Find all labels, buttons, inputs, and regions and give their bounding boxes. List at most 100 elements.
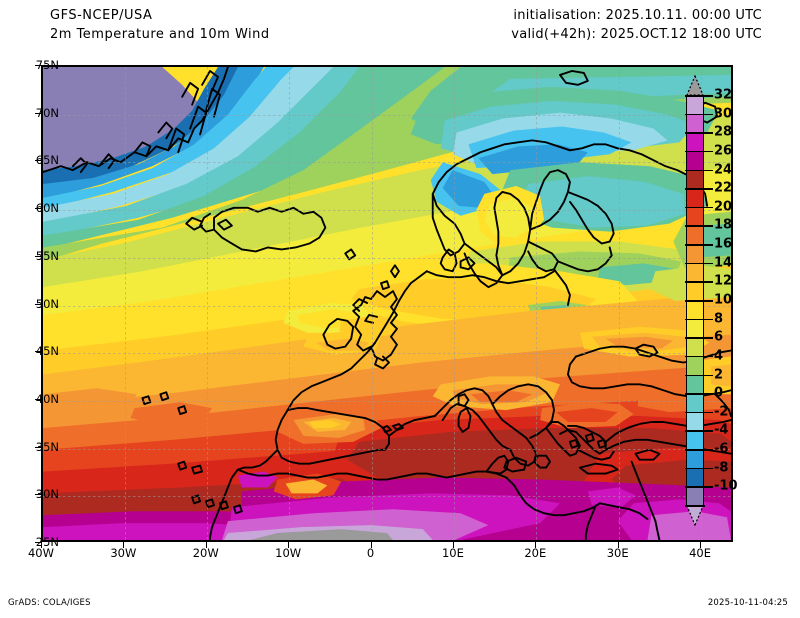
initialisation-time: initialisation: 2025.10.11. 00:00 UTC [513,8,762,23]
lon-tick-30W [123,542,125,548]
lon-label-0: 0 [366,546,375,560]
colorbar-label-28: 28 [714,124,733,140]
render-timestamp: 2025-10-11-04:25 [707,598,788,608]
gridline-lon--30 [125,67,126,540]
colorbar-label-30: 30 [714,106,733,122]
colorbar-segment-20 [687,206,703,226]
lon-label-20E: 20E [524,546,547,560]
lat-tick-65N [35,160,41,162]
colorbar-segment--2 [687,411,703,431]
colorbar-tickline-4 [704,355,713,358]
lon-tick-10E [452,542,454,548]
colorbar-separator-20 [685,206,705,209]
gridline-lat-35 [43,449,731,450]
colorbar-label-24: 24 [714,162,733,178]
map-plot-area[interactable] [41,65,733,542]
header-left-block: GFS-NCEP/USA 2m Temperature and 10m Wind [50,6,270,44]
lon-label-20W: 20W [192,546,219,560]
colorbar-tickline-10 [704,300,713,302]
lat-label-60N: 60N [35,201,59,216]
lat-label-35N: 35N [35,439,59,454]
colorbar-segment--4 [687,430,703,450]
colorbar-separator-bottom [685,505,705,507]
colorbar-tickline-14 [704,262,713,265]
colorbar-tickline-22 [704,188,713,190]
colorbar-label--6: -6 [714,441,729,457]
gridline-lon-30 [619,67,620,540]
colorbar-label-12: 12 [714,273,733,289]
gridline-lat-70 [43,115,731,116]
lon-tick-40E [700,542,702,548]
colorbar-separator-0 [685,393,705,395]
lat-tick-45N [35,351,41,353]
colorbar-label--4: -4 [714,422,729,438]
lon-tick-20W [205,542,207,548]
lat-tick-25N [35,542,41,543]
lat-tick-70N [35,112,41,114]
colorbar-separator-28 [685,132,705,134]
colorbar-segment-2 [687,374,703,394]
colorbar-label-8: 8 [714,311,724,327]
lon-label-40W: 40W [27,546,55,560]
colorbar-tickline-28 [704,132,713,134]
colorbar-separator-30 [685,113,705,116]
colorbar-segment-28 [687,132,703,151]
temperature-colorbar: 32 30 28 26 24 22 20 18 16 14 12 10 8 6 4 2 0 -2 -4 -6 -8 -10 [685,75,738,526]
colorbar-segment-4 [687,355,703,375]
colorbar-separator-26 [685,150,705,153]
colorbar-tickline--8 [704,467,713,470]
lon-tick-40W [41,542,42,548]
lon-label-40E: 40E [689,546,711,560]
gridline-lat-40 [43,401,731,402]
colorbar-tickline-12 [704,281,713,283]
colorbar-segment-16 [687,244,703,263]
lat-tick-55N [35,255,41,257]
colorbar-separator--4 [685,430,705,432]
colorbar-segment-0 [687,393,703,412]
colorbar-separator--8 [685,467,705,470]
gridline-lat-30 [43,496,731,497]
colorbar-tickline-8 [704,318,713,321]
colorbar-label-2: 2 [714,367,724,383]
colorbar-separator-22 [685,188,705,190]
temperature-field-map [43,67,731,540]
colorbar-tickline-0 [704,393,713,395]
gridline-lat-60 [43,210,731,211]
colorbar-top-arrow [686,75,704,96]
lat-tick-30N [35,494,41,496]
lat-tick-40N [35,398,41,400]
colorbar-separator-10 [685,300,705,302]
colorbar-separator-16 [685,244,705,246]
colorbar-separator--6 [685,449,705,451]
colorbar-separator-6 [685,337,705,339]
lat-label-50N: 50N [35,296,59,311]
colorbar-segment-18 [687,225,703,245]
colorbar-label-22: 22 [714,180,733,196]
colorbar-segment--10 [687,486,703,505]
colorbar-segment-14 [687,262,703,282]
colorbar-tickline-24 [704,169,713,172]
lat-label-40N: 40N [35,391,59,406]
colorbar-separator-12 [685,281,705,283]
gridline-lon--10 [289,67,290,540]
colorbar-segment--6 [687,449,703,468]
lat-label-45N: 45N [35,344,59,359]
lon-label-30W: 30W [110,546,137,560]
colorbar-label--2: -2 [714,404,729,420]
lat-tick-75N [35,65,41,66]
colorbar-label-14: 14 [714,255,733,271]
gridline-lon-10 [454,67,455,540]
colorbar-label-20: 20 [714,199,733,215]
lon-label-30E: 30E [606,546,629,560]
colorbar-separator-8 [685,318,705,321]
colorbar-tickline--10 [704,486,713,488]
lat-tick-60N [35,208,41,210]
colorbar-segment-6 [687,337,703,356]
colorbar-segment-32 [687,95,703,114]
colorbar-tickline-2 [704,374,713,377]
colorbar-separator-18 [685,225,705,227]
colorbar-bottom-arrow [686,505,704,526]
lon-tick-0 [370,542,372,548]
colorbar-bar [686,95,704,505]
colorbar-label-32: 32 [714,87,733,103]
